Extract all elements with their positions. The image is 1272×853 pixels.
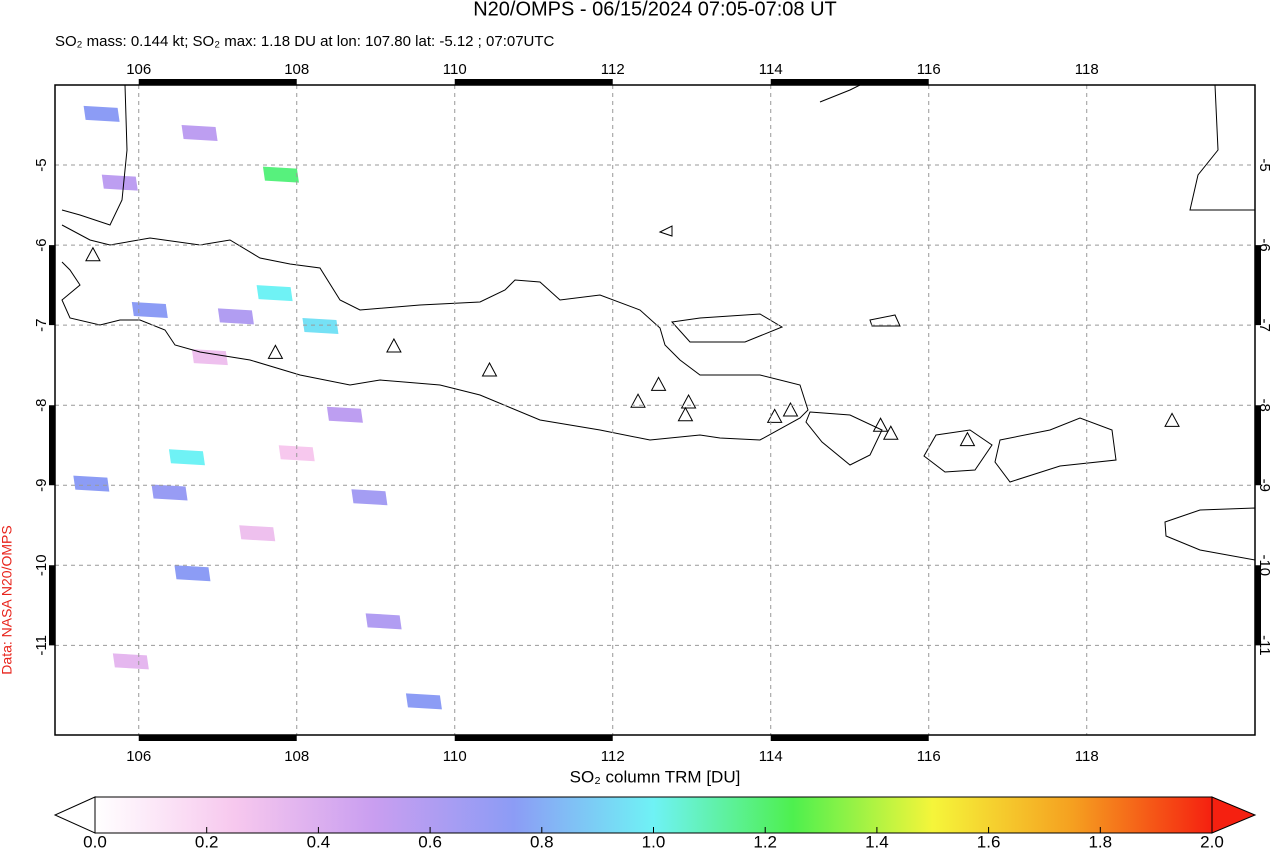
coastline [61,85,809,441]
x-tick-label-bottom: 118 [1075,748,1099,765]
coastline [923,429,993,473]
coastline [805,411,883,466]
y-tick-label-right: -11 [1256,635,1272,656]
y-tick-label-right: -5 [1256,158,1272,171]
colorbar-label: SO₂ column TRM [DU] [570,767,741,786]
x-tick-label-bottom: 114 [759,748,783,765]
so2-pixel [302,317,339,334]
so2-pixel [326,406,363,423]
coastline [1164,507,1255,561]
x-tick-label-top: 118 [1075,61,1099,78]
x-tick-label-bottom: 112 [601,748,625,765]
so2-layer [73,105,442,710]
so2-pixel [239,525,276,542]
coastline [1189,85,1255,211]
volcano [677,406,694,422]
x-tick-label-top: 110 [443,61,467,78]
colorbar-tick-label: 0.0 [83,832,107,851]
chart-title: N20/OMPS - 06/15/2024 07:05-07:08 UT [473,0,837,20]
so2-pixel [112,653,149,670]
x-tick-label-top: 112 [601,61,625,78]
volcano [882,425,899,440]
coastline [671,313,784,343]
credit: Data: NASA N20/OMPS [0,525,15,674]
y-tick-label-left: -11 [33,635,50,656]
volcano [872,417,889,432]
colorbar-tick-label: 2.0 [1200,832,1224,851]
volcano [85,246,101,262]
volcano [782,401,799,417]
colorbar-tick-label: 1.6 [977,832,1001,851]
chart-subtitle: SO₂ mass: 0.144 kt; SO₂ max: 1.18 DU at … [55,33,555,50]
volcano-layer [85,246,1180,447]
so2-pixel [181,125,218,142]
so2-pixel [191,349,228,366]
so2-pixel [405,693,442,710]
y-tick-label-left: -10 [33,554,50,576]
volcano [680,393,697,409]
coastlines [61,85,1255,561]
so2-pixel [217,308,254,325]
x-tick-label-top: 116 [917,61,941,78]
volcano [630,393,646,408]
y-tick-label-left: -7 [33,318,50,331]
x-tick-label-bottom: 106 [126,748,151,765]
volcano [481,361,498,377]
coastline [658,225,901,327]
colorbar-tick-label: 1.4 [865,832,889,851]
coastline [994,417,1117,483]
colorbar-tick-label: 1.2 [753,832,777,851]
y-tick-label-left: -8 [33,399,50,412]
so2-pixel [83,105,120,122]
x-tick-label-top: 114 [759,61,783,78]
so2-pixel [351,489,388,506]
volcano [386,337,402,353]
colorbar-over [1211,796,1257,834]
volcano [1164,412,1180,427]
so2-pixel [256,285,293,302]
so2-pixel [262,166,299,183]
so2-pixel [101,174,138,191]
colorbar-tick-label: 0.2 [195,832,219,851]
x-tick-label-top: 106 [126,61,151,78]
colorbar-tick-label: 1.0 [642,832,666,851]
x-tick-label-top: 108 [284,61,309,78]
volcano [267,344,284,359]
x-tick-label-bottom: 108 [284,748,309,765]
y-tick-label-left: -6 [33,238,50,251]
y-tick-label-right: -9 [1256,479,1272,492]
colorbar-tick-label: 1.8 [1088,832,1112,851]
volcano [959,431,976,447]
so2-pixel [365,613,402,630]
so2-pixel [151,484,188,501]
volcano [766,408,783,423]
y-tick-label-left: -5 [33,158,50,171]
coastline [819,85,861,103]
y-tick-label-right: -7 [1256,318,1272,331]
so2-pixel [168,449,205,466]
colorbar-tick-label: 0.8 [530,832,554,851]
x-tick-label-bottom: 110 [443,748,467,765]
so2-pixel [131,301,168,318]
colorbar-under [53,796,96,834]
x-tick-label-bottom: 116 [917,748,941,765]
map-frame [54,84,1256,736]
so2-pixel [174,565,211,582]
colorbar-tick-label: 0.4 [307,832,331,851]
volcano [650,376,667,391]
so2-pixel [73,475,110,492]
y-tick-label-left: -9 [33,479,50,492]
colorbar-tick-label: 0.6 [418,832,442,851]
